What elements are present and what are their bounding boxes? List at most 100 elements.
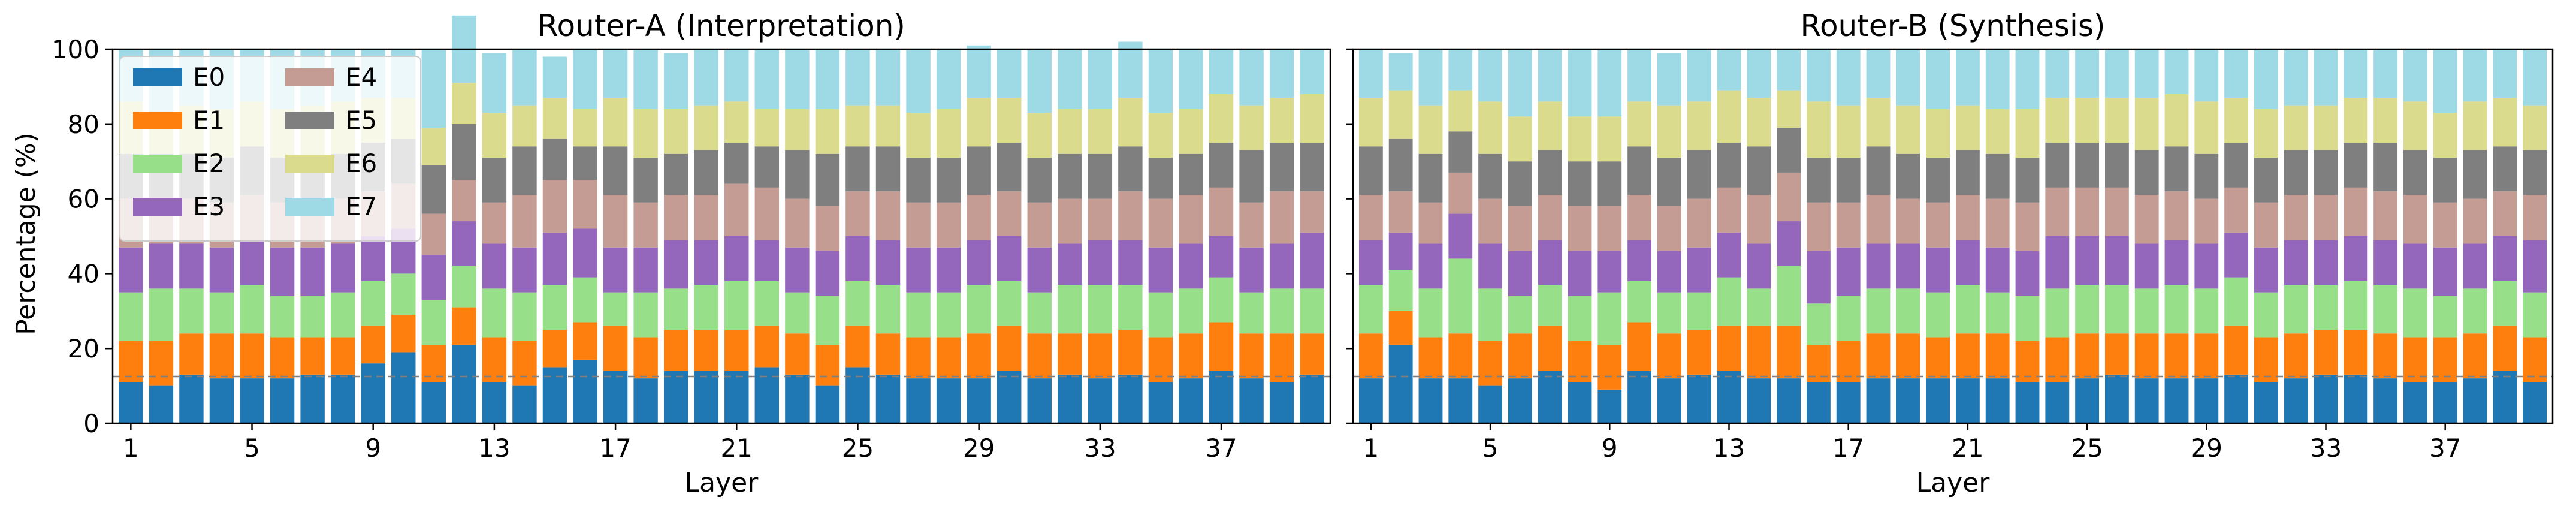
bar-a-e5-layer-40 [1300, 143, 1324, 192]
bar-a-e6-layer-32 [1058, 109, 1082, 154]
bar-b-e6-layer-35 [2373, 98, 2398, 143]
bar-b-e2-layer-18 [1866, 288, 1891, 334]
bar-b-e1-layer-39 [2493, 326, 2517, 371]
bar-a-e4-layer-18 [633, 202, 658, 248]
bar-a-e6-layer-20 [694, 105, 718, 150]
bar-b-e0-layer-12 [1687, 374, 1711, 423]
bar-b-e6-layer-11 [1657, 105, 1681, 158]
bar-a-e0-layer-30 [996, 371, 1022, 423]
bar-a-e4-layer-16 [573, 180, 597, 229]
bar-b-e1-layer-18 [1866, 333, 1891, 379]
y-tick-label-40: 40 [68, 259, 99, 288]
bar-b-e6-layer-2 [1388, 90, 1413, 139]
bar-a-e0-layer-36 [1179, 378, 1203, 423]
bar-b-e7-layer-17 [1836, 49, 1861, 106]
bar-b-e2-layer-39 [2493, 281, 2517, 326]
bar-a-e5-layer-21 [724, 143, 749, 184]
bar-b-e5-layer-20 [1926, 157, 1950, 203]
bar-a-e2-layer-39 [1269, 288, 1294, 334]
bar-b-e3-layer-28 [2164, 240, 2189, 285]
bar-a-e0-layer-12 [452, 344, 476, 423]
bar-a-e4-layer-40 [1300, 191, 1324, 233]
bar-b-e4-layer-25 [2075, 187, 2100, 236]
bar-b-e6-layer-31 [2254, 109, 2278, 158]
bar-b-e5-layer-8 [1568, 161, 1592, 207]
bar-b-e1-layer-15 [1777, 326, 1801, 379]
bar-b-e0-layer-18 [1866, 378, 1891, 423]
bar-b-e3-layer-14 [1747, 243, 1771, 289]
bar-b-e6-layer-17 [1836, 105, 1861, 158]
bar-a-e2-layer-38 [1239, 292, 1264, 334]
bar-a-e4-layer-23 [785, 198, 810, 248]
bar-b-e0-layer-17 [1836, 382, 1861, 423]
bar-b-e5-layer-3 [1418, 153, 1443, 203]
bar-a-e7-layer-39 [1269, 49, 1294, 98]
bar-a-e4-layer-35 [1148, 198, 1173, 248]
x-tick-label-a-25: 25 [842, 433, 874, 463]
bar-b-e3-layer-27 [2134, 243, 2159, 289]
bar-b-e3-layer-13 [1717, 232, 1741, 278]
bar-b-e4-layer-26 [2104, 187, 2129, 236]
bar-b-e0-layer-14 [1747, 378, 1771, 423]
bar-a-e2-layer-15 [542, 285, 567, 330]
bar-a-e4-layer-20 [694, 195, 718, 240]
bar-a-e4-layer-11 [421, 213, 446, 255]
bar-a-e7-layer-25 [845, 49, 870, 106]
bar-b-e6-layer-36 [2403, 101, 2427, 150]
bar-b-e2-layer-32 [2284, 285, 2308, 334]
legend-label-e6: E6 [345, 149, 377, 178]
bar-b-e6-layer-10 [1627, 101, 1652, 147]
bar-b-e2-layer-10 [1627, 281, 1652, 323]
bar-a-e0-layer-24 [815, 385, 840, 423]
bar-b-e0-layer-38 [2463, 378, 2487, 423]
bar-a-e1-layer-22 [754, 326, 780, 368]
bar-b-e1-layer-36 [2403, 337, 2427, 382]
bar-a-e0-layer-15 [542, 367, 567, 423]
bar-a-e3-layer-33 [1088, 240, 1113, 285]
bar-b-e3-layer-40 [2523, 240, 2547, 293]
bar-b-e4-layer-15 [1777, 172, 1801, 222]
bar-b-e2-layer-1 [1358, 285, 1383, 334]
bar-b-e3-layer-37 [2433, 247, 2457, 296]
bar-a-e3-layer-7 [300, 247, 325, 296]
bar-a-e0-layer-39 [1269, 382, 1294, 423]
bar-a-e1-layer-25 [845, 326, 870, 368]
bar-b-e3-layer-9 [1597, 251, 1622, 293]
bar-a-e4-layer-12 [452, 180, 476, 222]
bar-a-e0-layer-7 [300, 374, 325, 423]
bar-b-e4-layer-12 [1687, 198, 1711, 248]
bar-b-e1-layer-14 [1747, 326, 1771, 379]
bar-a-e5-layer-13 [482, 157, 507, 203]
bar-b-e5-layer-38 [2463, 150, 2487, 199]
bar-a-e2-layer-14 [512, 292, 537, 341]
bar-a-e2-layer-16 [573, 277, 597, 323]
bar-b-e5-layer-21 [1955, 150, 1980, 195]
bar-a-e3-layer-16 [573, 228, 597, 278]
bar-a-e1-layer-21 [724, 330, 749, 371]
bar-b-e5-layer-4 [1448, 131, 1473, 173]
bar-b-e1-layer-19 [1896, 333, 1920, 379]
bar-a-e5-layer-36 [1179, 153, 1203, 195]
bar-b-e7-layer-40 [2523, 49, 2547, 106]
bar-a-e1-layer-33 [1088, 333, 1113, 379]
bar-a-e4-layer-27 [906, 202, 931, 248]
bar-a-e6-layer-28 [936, 109, 961, 158]
bar-b-e6-layer-19 [1896, 105, 1920, 154]
bar-b-e4-layer-32 [2284, 195, 2308, 240]
bar-a-e7-layer-22 [754, 49, 780, 109]
legend-label-e1: E1 [193, 106, 225, 135]
bar-a-e6-layer-35 [1148, 113, 1173, 158]
bar-a-e5-layer-38 [1239, 150, 1264, 203]
bar-b-e5-layer-17 [1836, 157, 1861, 203]
bar-b-e3-layer-2 [1388, 232, 1413, 270]
bar-b-e0-layer-7 [1538, 371, 1562, 423]
bar-a-e3-layer-20 [694, 240, 718, 285]
bar-b-e6-layer-9 [1597, 116, 1622, 162]
bar-a-e1-layer-35 [1148, 337, 1173, 382]
bar-a-e2-layer-1 [119, 292, 143, 341]
bar-b-e0-layer-33 [2314, 374, 2338, 423]
bar-b-e5-layer-15 [1777, 128, 1801, 173]
bar-a-e4-layer-31 [1027, 202, 1052, 248]
bar-a-e0-layer-25 [845, 367, 870, 423]
bar-a-e2-layer-2 [149, 288, 174, 341]
